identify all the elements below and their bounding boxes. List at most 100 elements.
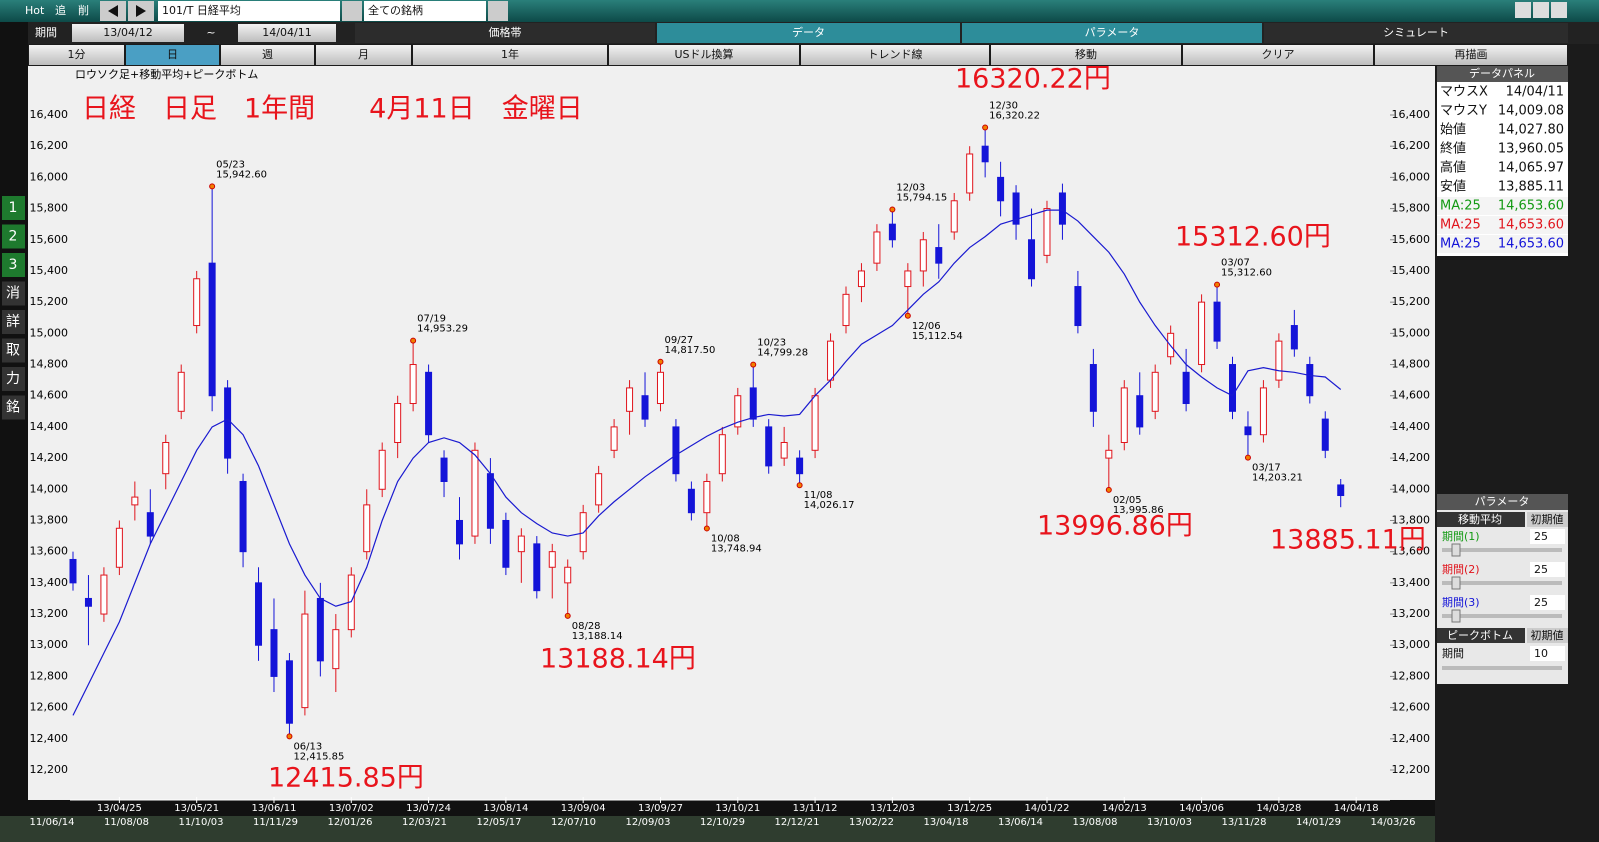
up-candle — [177, 371, 185, 412]
param-input[interactable] — [1530, 595, 1565, 610]
slider[interactable] — [1442, 666, 1562, 670]
slider-thumb[interactable] — [1451, 543, 1461, 557]
up-candle — [363, 504, 371, 553]
range-button[interactable] — [1183, 45, 1373, 65]
range-button-label: トレンド線 — [868, 47, 923, 61]
up-candle — [162, 442, 170, 475]
maximize-button[interactable] — [1533, 2, 1549, 18]
tab[interactable] — [962, 23, 1262, 43]
from-date[interactable] — [72, 24, 184, 42]
down-candle — [1306, 364, 1314, 397]
param-input[interactable] — [1530, 529, 1565, 544]
y-tick-label: 14,200 — [30, 451, 69, 464]
up-candle — [718, 434, 726, 475]
x-tick-label: 13/11/12 — [793, 803, 838, 814]
slider[interactable] — [1442, 581, 1562, 585]
panel-value: 14,027.80 — [1498, 123, 1564, 138]
panel-label: マウスX — [1440, 85, 1488, 100]
range-button[interactable] — [126, 45, 219, 65]
up-candle — [1198, 301, 1206, 366]
slider-thumb[interactable] — [1451, 576, 1461, 590]
side-button[interactable] — [2, 367, 25, 391]
up-candle — [734, 395, 742, 428]
tab[interactable] — [355, 23, 655, 43]
panel-row-bg — [1437, 216, 1568, 234]
side-button-label: 1 — [9, 200, 18, 216]
reset-button[interactable] — [1527, 512, 1568, 527]
slider[interactable] — [1442, 548, 1562, 552]
peak-marker — [1214, 281, 1221, 288]
peak-marker — [209, 183, 216, 190]
tab[interactable] — [657, 23, 960, 43]
delete-button[interactable]: 削 — [78, 3, 89, 17]
down-candle — [239, 480, 247, 553]
param-input[interactable] — [1530, 646, 1565, 661]
peak-marker — [564, 612, 571, 619]
side-button[interactable] — [2, 253, 25, 277]
side-button[interactable] — [2, 196, 25, 220]
slider-thumb[interactable] — [1451, 609, 1461, 623]
side-button[interactable] — [2, 224, 25, 249]
side-button-label: 消 — [6, 286, 20, 302]
universe-box[interactable] — [364, 1, 486, 21]
panel-label: 高値 — [1440, 160, 1466, 176]
down-candle — [316, 597, 324, 662]
peak-header — [1437, 628, 1525, 643]
reset-button[interactable] — [1527, 628, 1568, 643]
down-candle — [672, 426, 680, 475]
up-candle — [1151, 371, 1159, 412]
y-tick-label: 13,200 — [30, 607, 69, 620]
peak-value: 14,817.50 — [664, 345, 715, 356]
symbol-box[interactable] — [158, 1, 340, 21]
param-label: 期間(2) — [1442, 563, 1480, 576]
peak-value: 14,203.21 — [1252, 473, 1303, 484]
panel-value: 14,653.60 — [1498, 218, 1564, 233]
range-button[interactable] — [991, 45, 1181, 65]
close-button[interactable] — [1551, 2, 1567, 18]
peak-value: 15,942.60 — [216, 169, 267, 180]
range-button[interactable] — [609, 45, 799, 65]
param-value: 25 — [1534, 563, 1548, 576]
peak-value: 15,312.60 — [1221, 268, 1272, 279]
y-tick-label: 15,600 — [30, 233, 69, 246]
add-button[interactable]: 追 — [55, 3, 66, 17]
slider[interactable] — [1442, 614, 1562, 618]
param-input[interactable] — [1530, 562, 1565, 577]
up-candle — [1259, 387, 1267, 436]
range-button-label: クリア — [1262, 48, 1295, 61]
range-button[interactable] — [29, 45, 124, 65]
overview-label: 12/12/21 — [775, 817, 820, 828]
range-button[interactable] — [221, 45, 314, 65]
dropdown[interactable] — [342, 1, 362, 21]
panel-label: MA:25 — [1440, 199, 1481, 214]
peak-marker — [889, 206, 896, 213]
y-tick-label: 13,600 — [30, 545, 69, 558]
side-button[interactable] — [2, 338, 25, 363]
y2-tick-label: 15,000 — [1392, 326, 1431, 339]
down-candle — [502, 519, 510, 568]
x-tick-label: 14/03/28 — [1256, 803, 1301, 814]
y-tick-label: 15,000 — [30, 326, 69, 339]
parameter-title: パラメータ — [1475, 495, 1530, 508]
side-button[interactable] — [2, 310, 25, 334]
range-button[interactable] — [316, 45, 411, 65]
range-button[interactable] — [1375, 45, 1567, 65]
side-button[interactable] — [2, 395, 25, 420]
ma-header-text: 移動平均 — [1458, 512, 1502, 526]
plot-area — [70, 66, 1390, 800]
minimize-button[interactable] — [1515, 2, 1531, 18]
annotation: 13996.86円 — [1037, 511, 1193, 542]
dropdown[interactable] — [488, 1, 508, 21]
hot-button[interactable]: Hot — [25, 4, 45, 17]
down-candle — [1058, 192, 1066, 225]
up-candle — [1043, 208, 1051, 256]
down-candle — [749, 387, 757, 420]
range-button[interactable] — [801, 45, 989, 65]
to-date[interactable] — [238, 24, 336, 42]
side-button[interactable] — [2, 281, 25, 306]
tab[interactable] — [1264, 23, 1568, 43]
side-button-label: 2 — [9, 229, 18, 245]
x-axis-area — [28, 800, 1435, 816]
range-button[interactable] — [413, 45, 607, 65]
